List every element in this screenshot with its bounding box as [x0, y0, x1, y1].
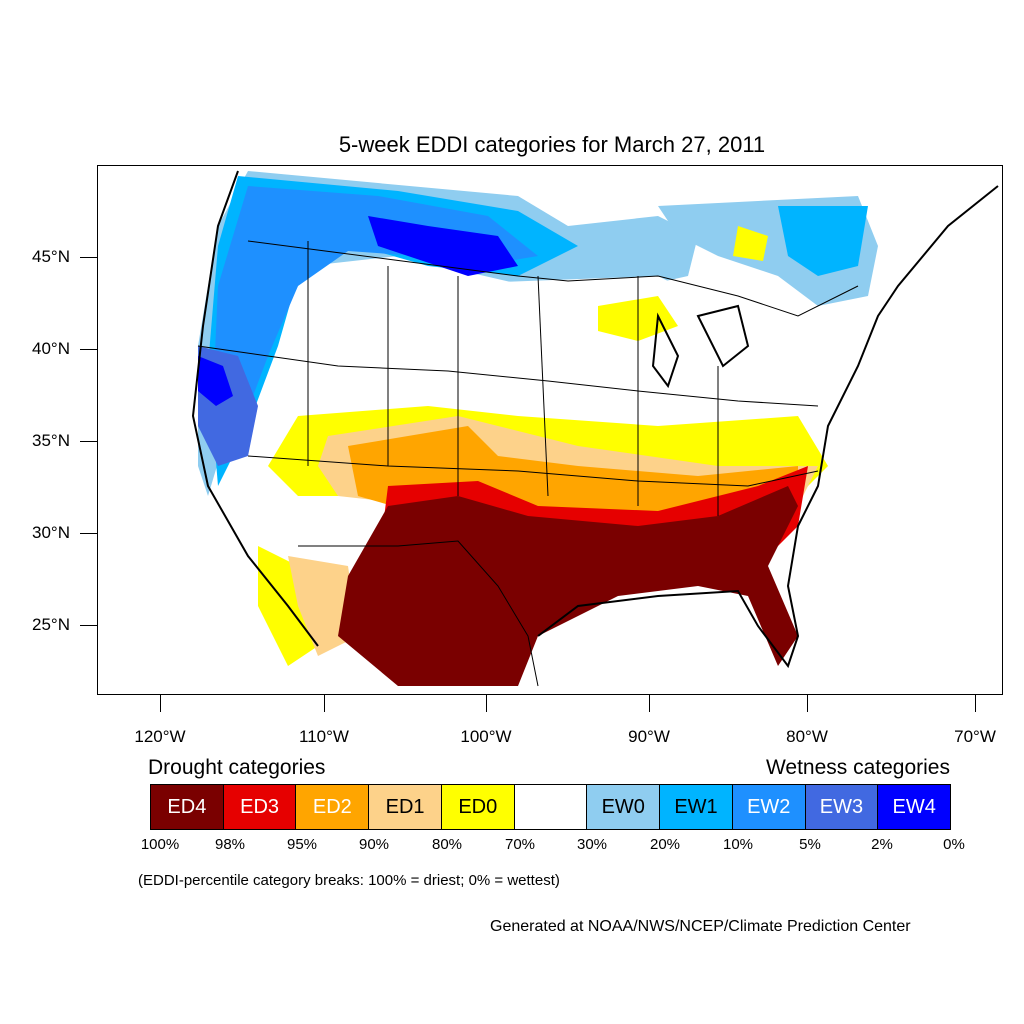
credit-line: Generated at NOAA/NWS/NCEP/Climate Predi… [490, 918, 911, 935]
region-ew1-northeast [778, 206, 868, 276]
lon-tick [324, 695, 325, 712]
legend-break: 5% [799, 836, 821, 853]
legend-ed0: ED0 [441, 785, 515, 829]
lon-label-100: 100°W [460, 727, 512, 746]
lon-tick [160, 695, 161, 712]
legend-break: 80% [431, 836, 463, 853]
lat-tick [80, 533, 97, 534]
lat-tick [80, 441, 97, 442]
drought-legend-title: Drought categories [148, 756, 326, 779]
category-note: (EDDI-percentile category breaks: 100% =… [138, 872, 560, 889]
lon-tick [486, 695, 487, 712]
legend-break: 30% [576, 836, 608, 853]
region-normal-central [328, 276, 798, 436]
lat-label-35: 35°N [32, 431, 70, 450]
lon-tick [807, 695, 808, 712]
category-legend: ED4 ED3 ED2 ED1 ED0 EW0 EW1 EW2 EW3 EW4 [150, 784, 951, 830]
legend-ed4: ED4 [151, 785, 224, 829]
legend-break: 95% [286, 836, 318, 853]
lon-label-80: 80°W [786, 727, 828, 746]
political-boundaries [197, 240, 859, 687]
lon-label-110: 110°W [299, 727, 349, 746]
lat-label-25: 25°N [32, 615, 70, 634]
lon-label-120: 120°W [134, 727, 186, 746]
coastlines [191, 170, 999, 669]
eddi-map [191, 170, 999, 687]
legend-normal [514, 785, 588, 829]
region-ew4-west [198, 356, 233, 406]
lon-label-70: 70°W [954, 727, 996, 746]
legend-break: 98% [214, 836, 246, 853]
map-title: 5-week EDDI categories for March 27, 201… [338, 132, 766, 157]
legend-ew1: EW1 [660, 785, 733, 829]
lat-label-40: 40°N [32, 339, 70, 358]
lat-tick [80, 257, 97, 258]
legend-break: 70% [504, 836, 536, 853]
legend-ew4: EW4 [878, 785, 951, 829]
legend-break: 100% [140, 836, 180, 853]
region-ew4-north [368, 216, 518, 276]
legend-ew2: EW2 [732, 785, 806, 829]
legend-break: 10% [722, 836, 754, 853]
wetness-legend-title: Wetness categories [765, 756, 950, 779]
legend-break: 2% [871, 836, 893, 853]
legend-ew3: EW3 [805, 785, 879, 829]
map-panel [97, 165, 1003, 695]
legend-break: 0% [943, 836, 965, 853]
region-ed4-south [338, 486, 798, 686]
legend-ew0: EW0 [587, 785, 661, 829]
lat-tick [80, 349, 97, 350]
legend-break: 20% [649, 836, 681, 853]
legend-ed1: ED1 [369, 785, 442, 829]
region-ed0-northeast [733, 226, 768, 261]
legend-ed3: ED3 [223, 785, 297, 829]
legend-break: 90% [358, 836, 390, 853]
lat-label-30: 30°N [32, 523, 70, 542]
legend-ed2: ED2 [296, 785, 370, 829]
lon-tick [649, 695, 650, 712]
lat-label-45: 45°N [32, 247, 70, 266]
lat-tick [80, 625, 97, 626]
lon-tick [975, 695, 976, 712]
lon-label-90: 90°W [628, 727, 670, 746]
